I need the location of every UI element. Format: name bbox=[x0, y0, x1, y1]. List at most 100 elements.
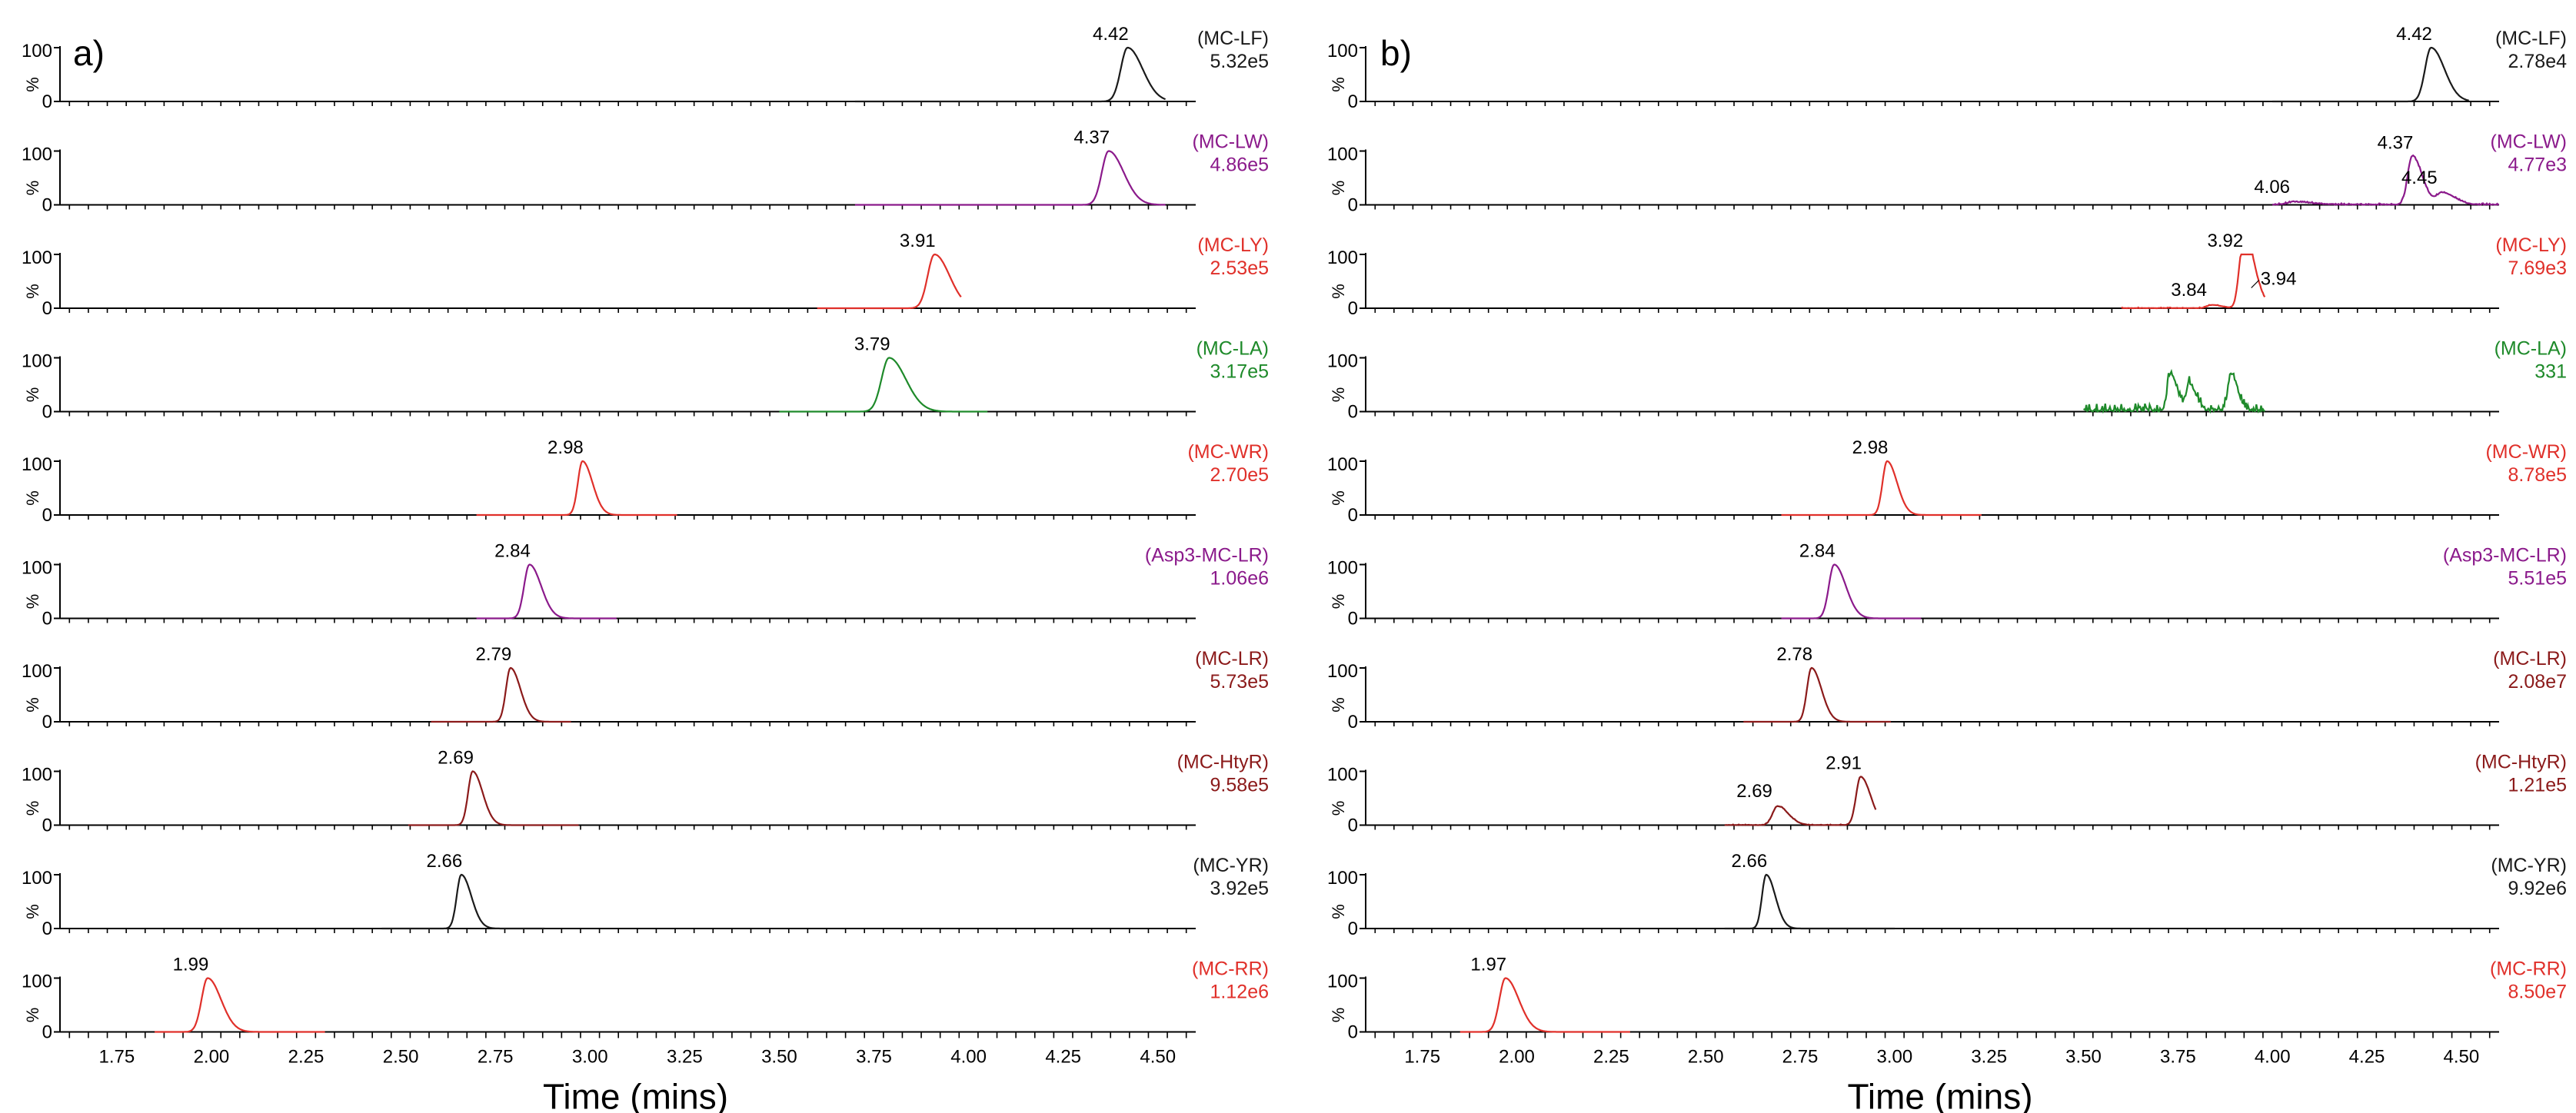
y-axis-label: % bbox=[1329, 801, 1348, 816]
intensity-value: 2.53e5 bbox=[1210, 257, 1269, 279]
peak-label: 4.06 bbox=[2254, 177, 2290, 198]
y-tick-label: 0 bbox=[1348, 91, 1358, 112]
y-tick-label: 100 bbox=[1327, 558, 1358, 579]
x-tick-label: 2.50 bbox=[1688, 1047, 1724, 1068]
chromatogram-trace bbox=[155, 977, 325, 1033]
peak-leader bbox=[2251, 280, 2260, 288]
compound-name: (MC-LF) bbox=[1197, 28, 1269, 49]
y-tick-label: 100 bbox=[1327, 765, 1358, 786]
y-tick-label: 0 bbox=[1348, 1022, 1358, 1043]
chromatogram-trace bbox=[2083, 368, 2265, 414]
intensity-value: 9.92e6 bbox=[2508, 878, 2567, 899]
x-tick-label: 4.25 bbox=[1045, 1047, 1081, 1068]
panel-label: a) bbox=[73, 33, 105, 73]
x-tick-label: 2.75 bbox=[1782, 1047, 1819, 1068]
x-tick-label: 4.25 bbox=[2349, 1047, 2385, 1068]
y-tick-label: 100 bbox=[1327, 351, 1358, 372]
compound-name: (MC-LW) bbox=[2491, 131, 2568, 153]
peak-label: 4.37 bbox=[1073, 128, 1110, 148]
x-tick-label: 1.75 bbox=[98, 1047, 135, 1068]
intensity-value: 1.12e6 bbox=[1210, 982, 1269, 1003]
peak-label: 2.84 bbox=[1799, 541, 1835, 562]
y-axis-label: % bbox=[1329, 284, 1348, 299]
trace-row: 100 0% 1.99 (MC-RR)1.12e6 1.75 2.00 2.25 2.50 2.… bbox=[22, 955, 1269, 1113]
y-tick-label: 100 bbox=[1327, 41, 1358, 61]
y-tick-label: 100 bbox=[1327, 454, 1358, 475]
chromatogram-trace bbox=[381, 873, 545, 930]
x-tick-label: 3.50 bbox=[2065, 1047, 2102, 1068]
intensity-value: 5.73e5 bbox=[1210, 671, 1269, 693]
y-tick-label: 100 bbox=[1327, 145, 1358, 165]
peak-label: 2.98 bbox=[547, 437, 584, 458]
compound-name: (MC-YR) bbox=[1193, 855, 1269, 876]
peak-label: 4.37 bbox=[2378, 133, 2414, 154]
y-tick-label: 100 bbox=[22, 351, 52, 372]
chromatogram-trace bbox=[854, 46, 1167, 103]
trace-row: 100 0% 4.42 (MC-LF)5.32e5 bbox=[22, 24, 1269, 112]
y-tick-label: 0 bbox=[42, 919, 52, 939]
intensity-value: 8.50e7 bbox=[2508, 982, 2567, 1003]
y-axis-label: % bbox=[23, 284, 42, 299]
y-axis-label: % bbox=[1329, 594, 1348, 610]
y-tick-label: 0 bbox=[42, 1022, 52, 1043]
x-tick-label: 3.75 bbox=[2160, 1047, 2196, 1068]
y-tick-label: 100 bbox=[1327, 972, 1358, 992]
compound-name: (MC-HtyR) bbox=[2475, 752, 2567, 773]
trace-row: 100 0% 2.69 2.91 (MC-HtyR)1.21e5 bbox=[1327, 752, 2567, 836]
trace-row: 100 0% 4.06 4.37 4.45 (MC-LW)4.77e3 bbox=[1327, 131, 2567, 216]
y-tick-label: 100 bbox=[1327, 868, 1358, 889]
x-tick-label: 3.00 bbox=[1877, 1047, 1913, 1068]
trace-row: 100 0% 2.66 (MC-YR)9.92e6 bbox=[1327, 851, 2567, 939]
peak-label: 2.79 bbox=[476, 644, 512, 665]
compound-name: (MC-RR) bbox=[2490, 959, 2567, 980]
peak-label: 4.42 bbox=[2396, 24, 2432, 45]
y-tick-label: 100 bbox=[22, 972, 52, 992]
x-tick-label: 2.00 bbox=[194, 1047, 230, 1068]
x-tick-label: 3.50 bbox=[761, 1047, 797, 1068]
y-tick-label: 0 bbox=[42, 505, 52, 526]
compound-name: (MC-LF) bbox=[2495, 28, 2567, 49]
peak-label: 4.42 bbox=[1093, 24, 1129, 45]
y-axis-label: % bbox=[1329, 904, 1348, 919]
x-tick-label: 2.00 bbox=[1499, 1047, 1535, 1068]
panel-label: b) bbox=[1380, 33, 1412, 73]
intensity-value: 2.78e4 bbox=[2508, 51, 2568, 72]
y-axis-label: % bbox=[1329, 1008, 1348, 1023]
chromatogram-trace bbox=[779, 357, 988, 413]
compound-name: (MC-WR) bbox=[2485, 441, 2567, 463]
y-tick-label: 100 bbox=[22, 41, 52, 61]
x-tick-label: 3.75 bbox=[856, 1047, 892, 1068]
compound-name: (MC-YR) bbox=[2491, 855, 2567, 876]
peak-label: 1.99 bbox=[173, 955, 209, 975]
y-tick-label: 0 bbox=[42, 402, 52, 423]
y-axis-label: % bbox=[1329, 181, 1348, 196]
intensity-value: 5.32e5 bbox=[1210, 51, 1269, 72]
chromatogram-trace bbox=[817, 253, 962, 310]
trace-row: 100 0% 2.69 (MC-HtyR)9.58e5 bbox=[22, 748, 1269, 836]
x-tick-label: 4.00 bbox=[2255, 1047, 2291, 1068]
y-axis-label: % bbox=[23, 387, 42, 403]
peak-label: 2.66 bbox=[1731, 851, 1767, 872]
y-tick-label: 100 bbox=[22, 145, 52, 165]
x-tick-label: 3.00 bbox=[572, 1047, 608, 1068]
chromatogram-trace bbox=[431, 666, 571, 723]
compound-name: (MC-WR) bbox=[1187, 441, 1269, 463]
trace-row: 100 0% 3.79 (MC-LA)3.17e5 bbox=[22, 334, 1269, 423]
intensity-value: 2.08e7 bbox=[2508, 671, 2567, 693]
compound-name: (MC-LA) bbox=[1196, 338, 1269, 360]
intensity-value: 1.21e5 bbox=[2508, 775, 2567, 796]
trace-row: 100 0% 2.79 (MC-LR)5.73e5 bbox=[22, 644, 1269, 733]
peak-label: 2.69 bbox=[438, 748, 474, 769]
peak-label: 2.78 bbox=[1776, 644, 1812, 665]
chromatogram-trace bbox=[2272, 46, 2469, 103]
intensity-value: 7.69e3 bbox=[2508, 257, 2567, 279]
y-tick-label: 100 bbox=[22, 868, 52, 889]
chromatogram-trace bbox=[476, 563, 617, 620]
y-axis-label: % bbox=[23, 181, 42, 196]
y-tick-label: 0 bbox=[42, 712, 52, 733]
x-tick-label: 2.75 bbox=[478, 1047, 514, 1068]
y-axis-label: % bbox=[1329, 77, 1348, 92]
x-tick-label: 4.50 bbox=[2444, 1047, 2480, 1068]
y-tick-label: 0 bbox=[1348, 402, 1358, 423]
